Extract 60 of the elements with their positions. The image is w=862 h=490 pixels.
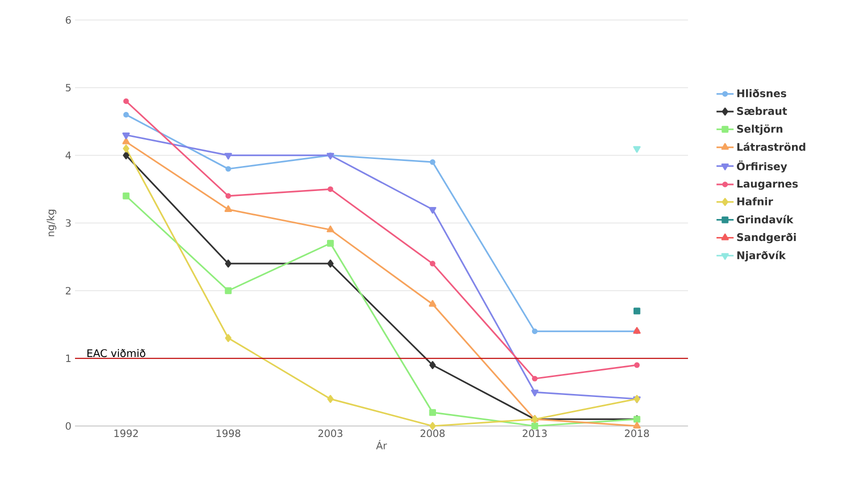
point (225, 334, 232, 342)
x-tick-label: 2008 (420, 430, 445, 438)
y-tick-label: 1 (66, 354, 71, 362)
point (430, 260, 436, 266)
point (224, 287, 232, 294)
point (225, 193, 232, 199)
point (531, 390, 538, 396)
x-tick-label: 2013 (522, 430, 547, 438)
point (429, 361, 436, 370)
x-axis-title: Ár (376, 440, 387, 450)
y-tick-label: 4 (66, 152, 71, 159)
point (429, 409, 436, 416)
point (430, 159, 436, 165)
point (224, 205, 232, 212)
point (122, 192, 130, 200)
point (225, 260, 232, 268)
point (327, 394, 334, 403)
point (123, 112, 129, 118)
x-tick-label: 1992 (114, 430, 138, 438)
point (328, 186, 334, 192)
ref-line-label: EAC viðmið (87, 349, 146, 358)
y-tick-label: 3 (66, 219, 71, 227)
legend-label: Seltjörn (737, 124, 782, 135)
point (634, 362, 640, 368)
point (532, 376, 538, 382)
legend-label: Örfirisey (736, 160, 788, 172)
legend-label: Sandgerði (737, 233, 796, 244)
point (225, 166, 232, 172)
point (633, 422, 641, 428)
point (633, 146, 641, 153)
x-tick-label: 1998 (216, 430, 240, 438)
point (122, 151, 130, 160)
x-tick-label: 2018 (624, 430, 649, 438)
point (327, 260, 334, 268)
point (122, 138, 130, 144)
point (429, 422, 436, 430)
point (326, 226, 334, 232)
point (428, 300, 436, 307)
point (531, 422, 538, 430)
point (122, 132, 130, 140)
point (428, 206, 436, 214)
point (532, 328, 538, 334)
point (123, 98, 129, 104)
y-axis-title: ng/kg (46, 210, 56, 236)
legend-label: Látraströnd (737, 142, 806, 151)
legend-label: Hafnir (737, 197, 774, 206)
y-tick-label: 0 (66, 422, 71, 430)
point (327, 240, 334, 247)
y-tick-label: 5 (66, 84, 71, 92)
point (634, 308, 640, 314)
y-tick-label: 2 (66, 286, 70, 294)
legend-label: Laugarnes (737, 180, 798, 190)
legend-label: Njarðvík (737, 250, 786, 262)
y-tick-label: 6 (66, 16, 71, 24)
x-tick-label: 2003 (318, 430, 342, 438)
point (224, 152, 232, 160)
point (122, 144, 130, 153)
legend-label: Sæbraut (737, 106, 787, 115)
legend-label: Grindavík (736, 214, 794, 224)
legend-label: Hliðsnes (737, 89, 786, 98)
